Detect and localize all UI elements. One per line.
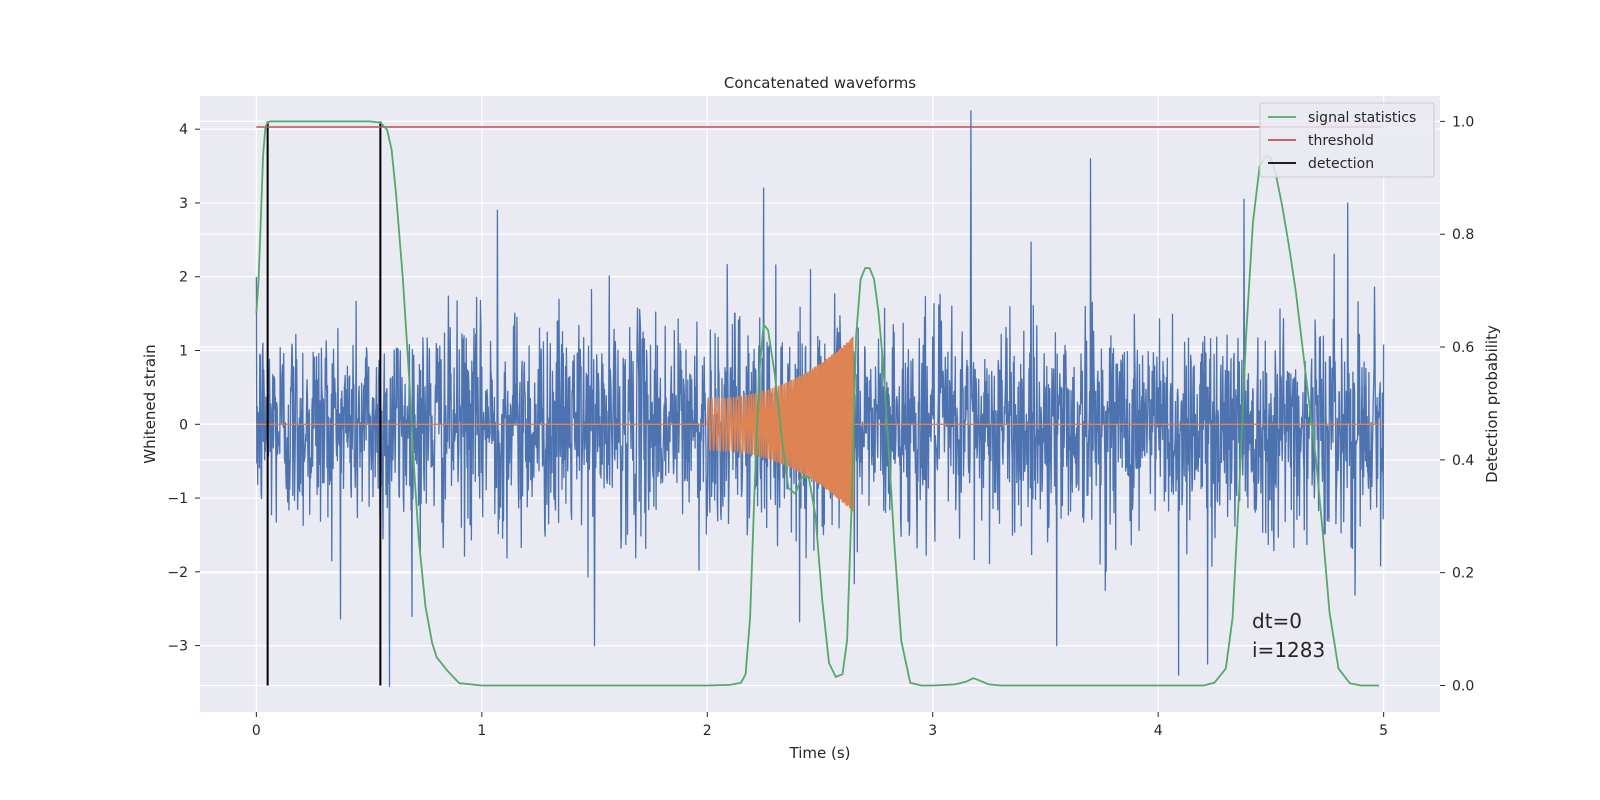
y-tick-label: 2	[179, 270, 188, 286]
y-tick-label: −2	[167, 565, 188, 581]
chart-title: Concatenated waveforms	[724, 74, 916, 92]
legend: signal statistics threshold detection	[1259, 102, 1435, 178]
x-tick-label: 4	[1154, 723, 1163, 739]
y-tick-label: 1	[179, 344, 188, 360]
y-tick-label: −1	[167, 491, 188, 507]
x-axis-title: Time (s)	[789, 744, 851, 762]
x-tick-label: 1	[477, 723, 486, 739]
y2-tick-label: 1.0	[1452, 114, 1474, 130]
y2-tick-label: 0.2	[1452, 566, 1474, 582]
y-axis-title: Whitened strain	[141, 344, 159, 463]
x-tick-label: 5	[1379, 723, 1388, 739]
x-tick-label: 0	[252, 723, 261, 739]
legend-label-threshold: threshold	[1308, 133, 1374, 149]
y-tick-label: 3	[179, 196, 188, 212]
y2-tick-label: 0.4	[1452, 453, 1474, 469]
y-tick-label: 0	[179, 417, 188, 433]
y2-tick-label: 0.6	[1452, 340, 1474, 356]
y-axis-left: −3 −2 −1 0 1 2 3 4	[167, 122, 200, 655]
annotation-dt: dt=0	[1252, 609, 1302, 633]
y2-tick-label: 0.8	[1452, 227, 1474, 243]
y-tick-label: 4	[179, 122, 188, 138]
series-waveform-line	[256, 336, 1384, 513]
y-axis-right: 0.0 0.2 0.4 0.6 0.8 1.0	[1440, 114, 1474, 694]
x-tick-label: 2	[703, 723, 712, 739]
detection-lines	[266, 121, 382, 686]
x-axis: 0 1 2 3 4 5	[252, 712, 1388, 739]
y-tick-label: −3	[167, 639, 188, 655]
legend-label-detection: detection	[1308, 156, 1374, 172]
legend-label-signal-statistics: signal statistics	[1308, 110, 1416, 126]
y2-tick-label: 0.0	[1452, 678, 1474, 694]
y2-axis-title: Detection probability	[1483, 325, 1501, 483]
x-tick-label: 3	[928, 723, 937, 739]
annotation-i: i=1283	[1252, 638, 1325, 662]
legend-box	[1259, 102, 1435, 178]
